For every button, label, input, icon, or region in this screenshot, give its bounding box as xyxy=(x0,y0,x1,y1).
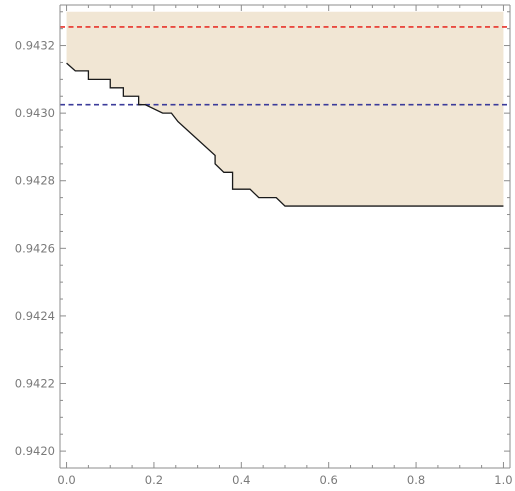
x-tick-label: 0.2 xyxy=(145,473,163,487)
y-tick-label: 0.9432 xyxy=(15,39,55,53)
y-tick-label: 0.9426 xyxy=(15,241,55,255)
x-tick-label: 0.6 xyxy=(320,473,338,487)
y-tick-label: 0.9420 xyxy=(15,444,55,458)
x-tick-label: 1.0 xyxy=(494,473,512,487)
y-tick-label: 0.9430 xyxy=(15,106,55,120)
y-tick-label: 0.9422 xyxy=(15,377,55,391)
x-tick-label: 0.4 xyxy=(232,473,250,487)
confidence-band xyxy=(66,11,504,207)
x-tick-label: 0.0 xyxy=(57,473,75,487)
data-curve xyxy=(66,62,504,207)
x-tick-label: 0.8 xyxy=(407,473,425,487)
y-tick-label: 0.9424 xyxy=(15,309,55,323)
y-tick-label: 0.9428 xyxy=(15,174,55,188)
